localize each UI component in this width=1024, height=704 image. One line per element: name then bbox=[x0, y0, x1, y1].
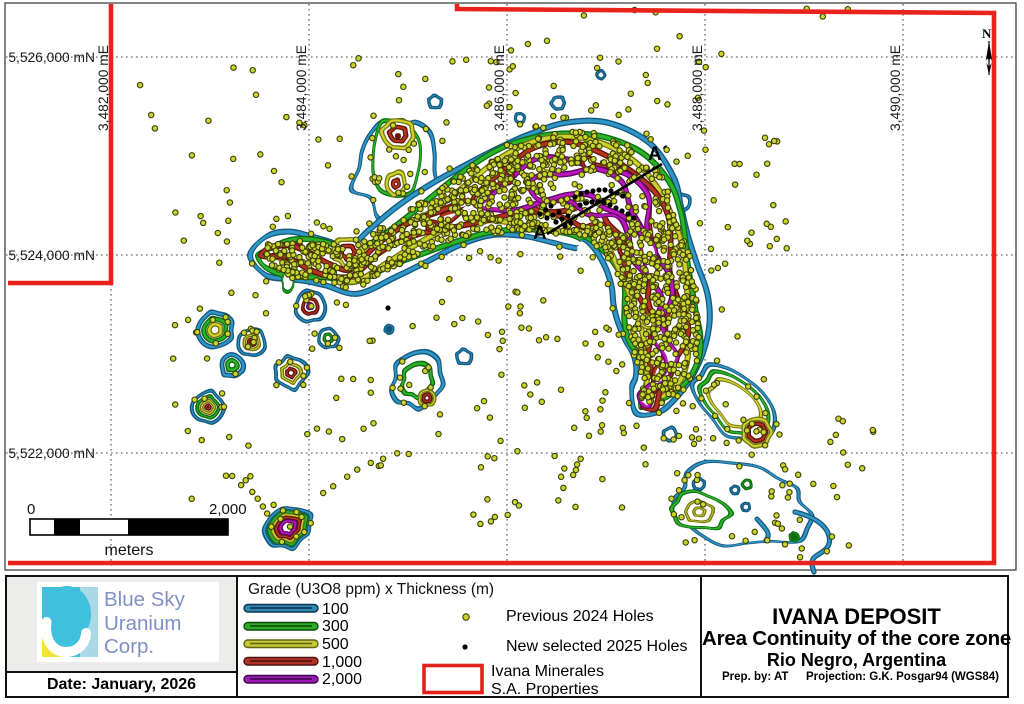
svg-text:5,522,000 mN: 5,522,000 mN bbox=[8, 446, 95, 461]
svg-text:3,490,000 mE: 3,490,000 mE bbox=[888, 45, 903, 131]
svg-text:meters: meters bbox=[105, 542, 154, 559]
svg-text:3,488,000 mE: 3,488,000 mE bbox=[690, 45, 705, 131]
svg-text:A´: A´ bbox=[648, 144, 668, 165]
svg-text:3,482,000 mE: 3,482,000 mE bbox=[96, 45, 111, 131]
svg-text:3,486,000 mE: 3,486,000 mE bbox=[492, 45, 507, 131]
svg-text:A: A bbox=[533, 223, 547, 244]
svg-text:N: N bbox=[982, 26, 992, 41]
svg-text:5,526,000 mN: 5,526,000 mN bbox=[8, 50, 95, 65]
svg-text:2,000: 2,000 bbox=[209, 501, 247, 518]
svg-text:3,484,000 mE: 3,484,000 mE bbox=[294, 45, 309, 131]
svg-text:5,524,000 mN: 5,524,000 mN bbox=[8, 248, 95, 263]
svg-text:0: 0 bbox=[27, 501, 35, 518]
